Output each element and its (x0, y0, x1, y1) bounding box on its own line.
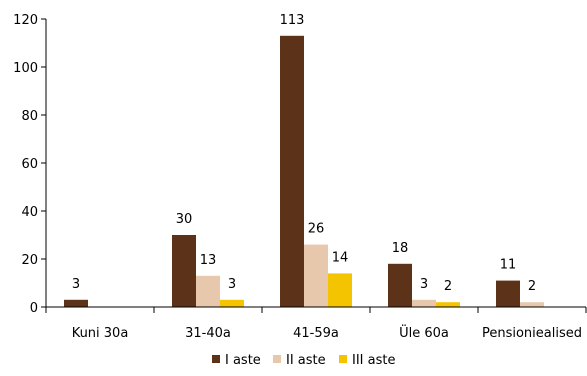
bar (412, 299, 436, 307)
bar (304, 244, 328, 307)
y-tick-label: 20 (21, 253, 38, 268)
bar (328, 273, 352, 307)
y-tick-label: 100 (13, 61, 38, 76)
data-label: 3 (420, 277, 428, 292)
bar (196, 275, 220, 307)
data-label: 11 (500, 258, 517, 273)
y-tick-label: 40 (21, 205, 38, 220)
data-label: 2 (444, 279, 452, 294)
data-label: 30 (176, 212, 193, 227)
bar (64, 299, 88, 307)
data-label: 113 (280, 13, 305, 28)
data-label: 3 (228, 277, 236, 292)
legend-swatch (273, 355, 281, 363)
bar (220, 299, 244, 307)
legend-swatch (339, 355, 347, 363)
data-label: 26 (308, 222, 325, 237)
legend: I aste II aste III aste (212, 353, 395, 368)
x-tick-label: 41-59a (293, 326, 339, 341)
x-tick-label: Pensioniealised (482, 326, 582, 341)
data-label: 13 (200, 253, 217, 268)
data-labels: 3 30 113 18 11 13 26 3 2 3 14 2 (72, 13, 536, 294)
x-tick-label: 31-40a (185, 326, 231, 341)
data-label: 3 (72, 277, 80, 292)
y-tick-label: 120 (13, 13, 38, 28)
legend-swatch (212, 355, 220, 363)
legend-label: III aste (352, 353, 395, 368)
bar (280, 35, 304, 308)
bar (436, 302, 460, 307)
bar (520, 302, 544, 307)
legend-label: II aste (286, 353, 326, 368)
data-label: 2 (528, 279, 536, 294)
x-tick-label: Kuni 30a (72, 326, 129, 341)
y-axis: 0 20 40 60 80 100 120 (13, 13, 47, 316)
data-label: 14 (332, 250, 349, 265)
data-label: 18 (392, 241, 409, 256)
legend-label: I aste (225, 353, 261, 368)
bar (388, 263, 412, 307)
bar (496, 280, 520, 307)
bars (64, 35, 544, 308)
bar (172, 235, 196, 307)
y-tick-label: 80 (21, 109, 38, 124)
x-axis: Kuni 30a 31-40a 41-59a Üle 60a Pensioniealis… (45, 306, 587, 341)
x-tick-label: Üle 60a (399, 324, 449, 341)
y-tick-label: 60 (21, 157, 38, 172)
y-tick-label: 0 (30, 301, 38, 316)
